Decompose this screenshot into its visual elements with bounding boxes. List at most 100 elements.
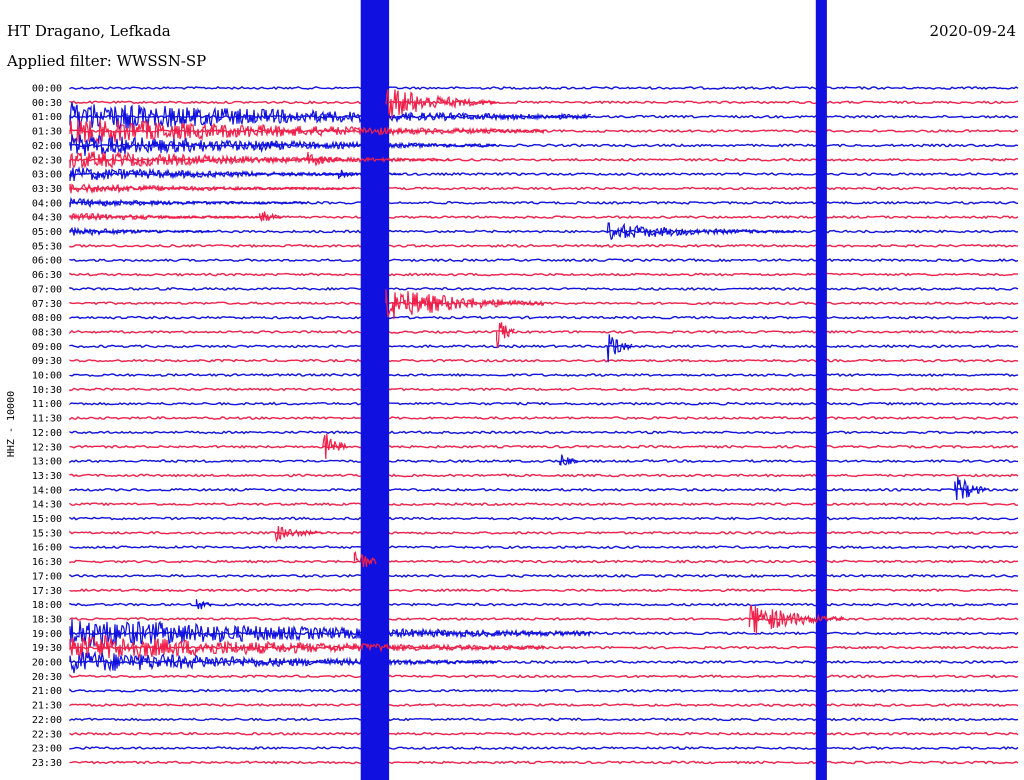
time-tick-label: 22:00 xyxy=(32,715,62,726)
saturated-band xyxy=(815,0,827,780)
record-date: 2020-09-24 xyxy=(930,22,1016,40)
trace-line xyxy=(69,172,1019,177)
time-tick-label: 03:00 xyxy=(32,170,62,181)
time-tick-label: 13:30 xyxy=(32,471,62,482)
time-tick-label: 15:30 xyxy=(32,528,62,539)
time-tick-label: 17:30 xyxy=(32,586,62,597)
time-tick-label: 11:30 xyxy=(32,414,62,425)
time-tick-label: 01:00 xyxy=(32,112,62,123)
trace-line xyxy=(69,703,1019,708)
trace-line xyxy=(69,444,1018,449)
trace-line xyxy=(69,673,1019,679)
trace-line xyxy=(69,746,1019,751)
event-waveform xyxy=(306,151,345,167)
trace-line xyxy=(69,545,1019,550)
time-tick-label: 18:00 xyxy=(32,600,62,611)
time-tick-label: 12:00 xyxy=(32,428,62,439)
time-tick-label: 09:00 xyxy=(32,342,62,353)
event-waveform xyxy=(195,599,212,610)
event-waveform xyxy=(69,119,545,145)
time-tick-label: 14:30 xyxy=(32,500,62,511)
event-waveform xyxy=(385,289,545,320)
event-waveform xyxy=(69,166,402,181)
event-waveform xyxy=(69,650,497,674)
trace-line xyxy=(69,143,1019,148)
trace-line xyxy=(69,315,1019,320)
trace-line xyxy=(69,760,1019,765)
event-waveform xyxy=(606,334,633,363)
trace-line xyxy=(69,301,1019,306)
event-waveform xyxy=(954,476,987,501)
time-tick-label: 17:00 xyxy=(32,571,62,582)
event-waveform xyxy=(69,150,450,169)
trace-line xyxy=(69,344,1019,349)
trace-line xyxy=(69,502,1018,507)
trace-line xyxy=(69,372,1019,378)
event-waveform xyxy=(69,619,592,647)
time-tick-label: 23:30 xyxy=(32,758,62,769)
time-tick-label: 07:00 xyxy=(32,284,62,295)
trace-line xyxy=(69,530,1019,535)
trace-line xyxy=(69,731,1019,736)
event-waveform xyxy=(338,169,354,180)
trace-line xyxy=(69,616,1019,621)
time-tick-label: 21:30 xyxy=(32,701,62,712)
event-waveform xyxy=(274,526,323,543)
time-tick-label: 20:00 xyxy=(32,658,62,669)
trace-line xyxy=(69,243,1019,248)
trace-line xyxy=(69,430,1019,435)
time-tick-label: 18:30 xyxy=(32,614,62,625)
event-waveform xyxy=(69,212,260,222)
time-tick-label: 11:00 xyxy=(32,399,62,410)
time-tick-label: 09:30 xyxy=(32,356,62,367)
time-tick-label: 05:30 xyxy=(32,241,62,252)
time-tick-label: 16:30 xyxy=(32,557,62,568)
event-waveform xyxy=(69,226,213,237)
trace-line xyxy=(69,516,1019,521)
trace-line xyxy=(69,401,1019,406)
trace-line xyxy=(69,487,1019,492)
trace-line xyxy=(69,286,1019,291)
trace-line xyxy=(69,559,1019,564)
time-tick-label: 06:00 xyxy=(32,256,62,267)
time-tick-label: 01:30 xyxy=(32,127,62,138)
time-tick-label: 13:00 xyxy=(32,457,62,468)
event-waveform xyxy=(353,550,377,568)
event-waveform xyxy=(69,101,592,132)
time-tick-label: 23:00 xyxy=(32,744,62,755)
time-tick-labels: 00:00 00:30 01:00 01:30 02:00 02:30 03:00 03:30… xyxy=(32,84,62,769)
time-tick-label: 07:30 xyxy=(32,299,62,310)
trace-line xyxy=(69,100,1019,105)
trace-line xyxy=(69,387,1019,392)
trace-line xyxy=(69,473,1019,478)
time-tick-label: 20:30 xyxy=(32,672,62,683)
time-tick-label: 14:00 xyxy=(32,485,62,496)
time-tick-label: 16:00 xyxy=(32,543,62,554)
time-tick-label: 00:30 xyxy=(32,98,62,109)
y-axis-title: HHZ - 10000 xyxy=(6,391,17,457)
seismic-events xyxy=(69,0,987,780)
time-tick-label: 06:30 xyxy=(32,270,62,281)
time-tick-label: 00:00 xyxy=(32,84,62,95)
event-waveform xyxy=(259,211,282,223)
event-waveform xyxy=(369,395,389,410)
trace-line xyxy=(69,602,1018,607)
trace-line xyxy=(69,717,1019,722)
trace-line xyxy=(69,329,1019,334)
time-tick-label: 04:00 xyxy=(32,198,62,209)
time-tick-label: 03:30 xyxy=(32,184,62,195)
event-waveform xyxy=(748,605,844,635)
event-waveform xyxy=(259,141,279,154)
time-tick-label: 08:30 xyxy=(32,327,62,338)
time-tick-label: 10:00 xyxy=(32,371,62,382)
trace-line xyxy=(69,588,1019,593)
trace-line xyxy=(69,258,1019,263)
event-waveform xyxy=(69,183,354,195)
trace-line xyxy=(69,86,1019,90)
time-tick-label: 12:30 xyxy=(32,442,62,453)
time-tick-label: 19:00 xyxy=(32,629,62,640)
time-tick-label: 21:00 xyxy=(32,686,62,697)
time-tick-label: 02:30 xyxy=(32,155,62,166)
trace-line xyxy=(69,416,1019,421)
